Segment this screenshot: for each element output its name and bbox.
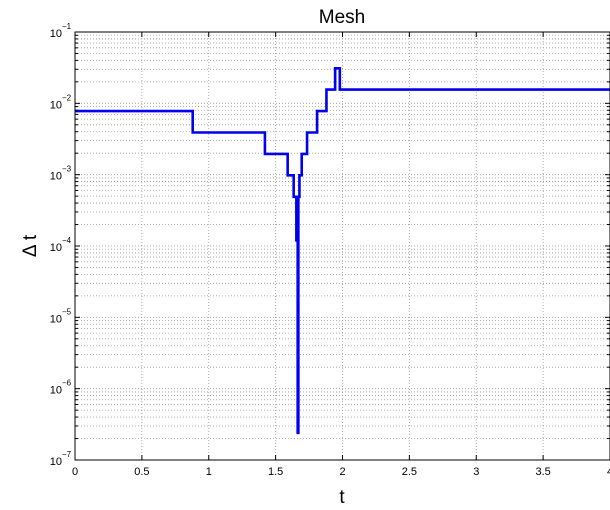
x-tick-label: 4 bbox=[607, 466, 610, 478]
y-tick-label-base: 10 bbox=[50, 99, 62, 111]
x-tick-label: 2 bbox=[339, 466, 345, 478]
x-tick-label: 2.5 bbox=[402, 466, 417, 478]
y-tick-label-exponent: −2 bbox=[62, 93, 72, 102]
grid bbox=[75, 32, 610, 460]
series-line bbox=[75, 66, 610, 435]
y-tick-label-exponent: −1 bbox=[62, 22, 72, 31]
y-tick-label-base: 10 bbox=[50, 313, 62, 325]
x-tick-labels: 0 0.5 1 1.5 2 2.5 3 3.5 4 bbox=[72, 466, 610, 478]
y-axis-label: Δ t bbox=[20, 234, 41, 257]
x-tick-label: 1 bbox=[206, 466, 212, 478]
y-tick-label-exponent: −6 bbox=[62, 379, 72, 388]
y-tick-label-base: 10 bbox=[50, 242, 62, 254]
chart-title: Mesh bbox=[319, 7, 365, 28]
x-tick-label: 3 bbox=[473, 466, 479, 478]
y-tick-labels: 10−710−610−510−410−310−210−1 bbox=[50, 22, 72, 468]
x-axis-label: t bbox=[339, 487, 345, 508]
x-tick-label: 1.5 bbox=[268, 466, 283, 478]
y-tick-label-exponent: −4 bbox=[62, 236, 72, 245]
x-tick-label: 3.5 bbox=[535, 466, 550, 478]
y-tick-label-base: 10 bbox=[50, 171, 62, 183]
y-tick-label-base: 10 bbox=[50, 456, 62, 468]
y-tick-label-base: 10 bbox=[50, 28, 62, 40]
y-tick-label-exponent: −3 bbox=[62, 165, 72, 174]
series-layer bbox=[75, 66, 610, 435]
x-tick-label: 0.5 bbox=[134, 466, 149, 478]
y-tick-label-exponent: −7 bbox=[62, 450, 72, 459]
x-tick-label: 0 bbox=[72, 466, 78, 478]
y-tick-label-base: 10 bbox=[50, 385, 62, 397]
y-tick-label-exponent: −5 bbox=[62, 307, 72, 316]
